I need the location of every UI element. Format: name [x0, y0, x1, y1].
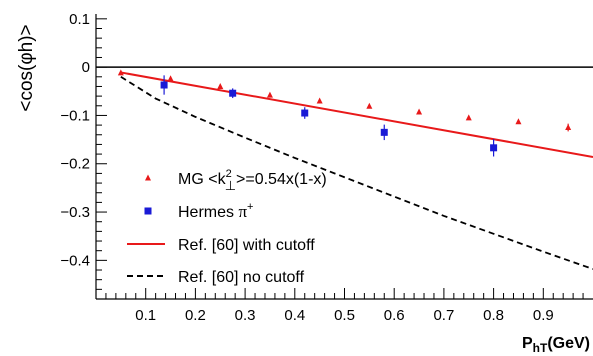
legend-label-mg: MG <k2 ⊥>=0.54x(1-x): [178, 168, 327, 193]
square-point: [380, 128, 388, 136]
triangle-point: [316, 97, 323, 104]
square-point: [490, 144, 498, 152]
legend-mg-sup: 2: [226, 168, 232, 180]
square-point: [160, 81, 168, 89]
triangle-point: [515, 118, 522, 125]
legend-triangle-symbol: [145, 174, 151, 181]
triangle-point: [266, 91, 273, 98]
x-tick-label: 0.8: [483, 307, 504, 324]
y-tick-label: 0: [82, 59, 90, 76]
x-tick-label: 0.2: [185, 307, 206, 324]
x-tick-label: 0.4: [284, 307, 305, 324]
legend-label-hermes: Hermes π+: [178, 201, 253, 221]
legend-hermes-sup: +: [247, 201, 253, 213]
y-axis-label: <cos(φh)>: [16, 24, 37, 111]
legend-hermes-pi: π: [238, 202, 247, 221]
legend-mg-text: MG <k: [178, 171, 227, 188]
y-tick-label: −0.3: [60, 204, 90, 221]
triangle-point: [117, 69, 124, 76]
legend-hermes-text: Hermes: [178, 204, 238, 221]
triangle-point: [465, 114, 472, 121]
triangle-point: [416, 108, 423, 115]
series-lines: [120, 71, 593, 270]
x-axis-label: PhT(GeV): [522, 335, 590, 355]
x-tick-label: 0.6: [384, 307, 405, 324]
axes: 0.1 0 −0.1 −0.2 −0.3 −0.4 0.1 0.2 0.3 0.4 0.5 0.6 0.…: [60, 11, 593, 324]
series-line-2: [120, 71, 593, 158]
legend-square-symbol: [144, 207, 152, 215]
triangle-point: [217, 82, 224, 89]
square-point: [229, 89, 237, 97]
y-tick-label: −0.1: [60, 107, 90, 124]
y-tick-label: 0.1: [69, 11, 90, 28]
legend-label-ref: Ref. [60] no cutoff: [178, 269, 305, 286]
x-tick-label: 0.5: [334, 307, 355, 324]
series-line-3: [120, 76, 593, 270]
y-tick-label: −0.2: [60, 156, 90, 173]
x-axis-label-main: P: [522, 335, 533, 352]
legend-mg-sub: ⊥: [225, 178, 236, 193]
x-tick-label: 0.1: [135, 307, 156, 324]
triangle-point: [366, 102, 373, 109]
legend-label-ref: Ref. [60] with cutoff: [178, 237, 315, 254]
legend-mg-rest: >=0.54x(1-x): [236, 171, 327, 188]
x-tick-label: 0.7: [433, 307, 454, 324]
triangle-point: [167, 75, 174, 82]
square-point: [301, 109, 309, 117]
triangle-point: [565, 124, 572, 131]
x-axis-label-sub: hT: [533, 341, 548, 355]
x-tick-label: 0.9: [533, 307, 554, 324]
series-markers: [117, 69, 572, 157]
y-tick-label: −0.4: [60, 252, 90, 269]
x-tick-label: 0.3: [235, 307, 256, 324]
x-axis-label-unit: (GeV): [547, 335, 590, 352]
legend: MG <k2 ⊥>=0.54x(1-x) Hermes π+ Ref. [60] wi…: [127, 168, 327, 286]
